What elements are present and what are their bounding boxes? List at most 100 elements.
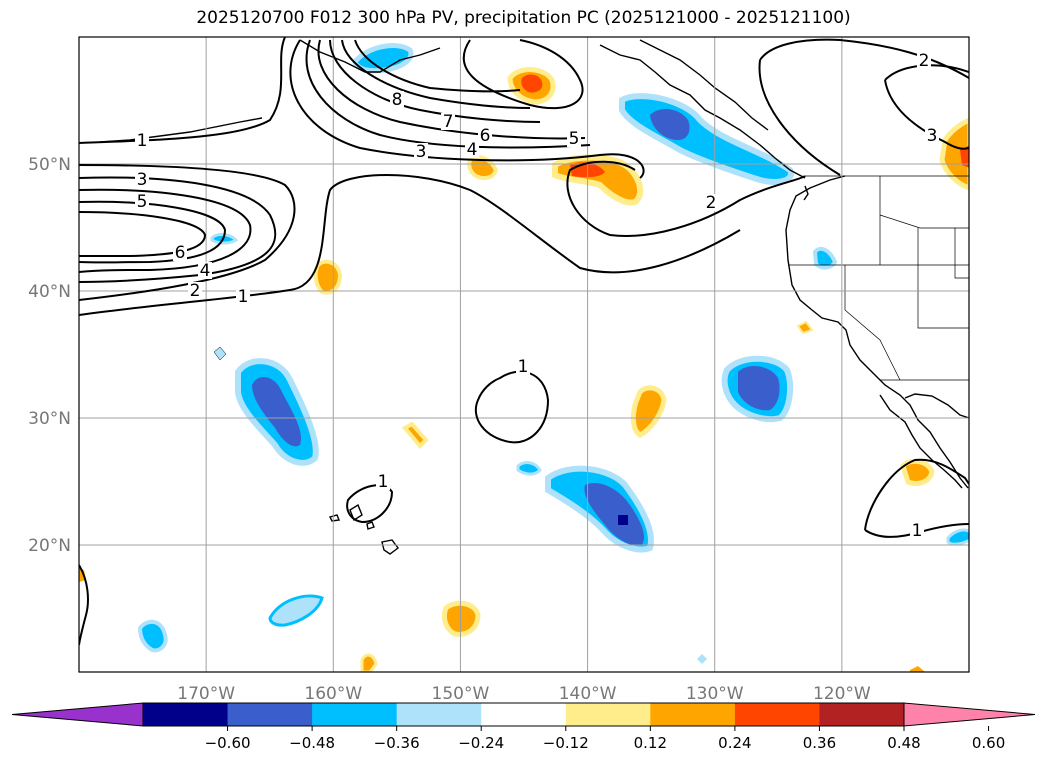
precip-neg-core [738,366,780,411]
precip-pos-region [441,600,481,637]
contour-label: 6 [480,126,491,146]
contour-label-bg [910,522,924,539]
contour-label-bg [414,143,428,160]
lat-tick-labels: 20°N 30°N 40°N 50°N [28,155,71,556]
contour-label-bg [188,282,202,299]
contour-label: 1 [238,287,249,307]
colorbar-tick-label: −0.60 [205,734,251,752]
pv-contour-1 [346,484,394,524]
precip-neg-region [516,461,542,476]
contour-label: 3 [927,126,938,146]
contour-label-bg [135,132,149,149]
pv-contour-3 [79,176,277,283]
contour-label: 5 [569,129,580,149]
contour-label: 1 [912,521,923,541]
lon-tick-label: 170°W [177,684,235,704]
lat-tick-label: 40°N [28,282,71,302]
pv-contour-1 [864,458,969,531]
pv-contour-3 [289,39,645,179]
lat-tick-label: 30°N [28,409,71,429]
pv-contour-2 [758,59,841,176]
pv-contour-8 [354,39,521,93]
colorbar-tick-label: −0.12 [543,734,589,752]
precip-pos-region [401,421,429,449]
precip-neg-region [137,619,168,653]
precip-neg-region [946,528,969,546]
colorbar-segment [396,703,482,726]
colorbar-extend-high [903,702,1036,727]
pv-contours [79,37,969,646]
contour-labels: 1 1 1 1 1 2 2 2 3 3 3 4 4 5 5 6 6 7 8 [135,51,939,541]
precip-pos-region [313,259,343,295]
contour-label: 2 [706,193,717,213]
precip-neg-core [650,108,690,140]
precip-pos-region [467,155,499,180]
contour-label: 6 [175,243,186,263]
map-frame [78,36,970,673]
precip-shading [79,43,969,672]
contour-label: 5 [137,192,148,212]
colorbar-segment [650,703,736,726]
colorbar-outline [142,702,905,727]
contour-label: 8 [392,90,403,110]
precip-pos-region [360,653,378,672]
colorbar-tick-label: 0.48 [887,734,920,752]
precip-neg-region [352,43,414,74]
precip-neg-region [268,594,324,627]
colorbar-segment [819,703,905,726]
contour-label-bg [198,262,212,279]
map-background [79,37,969,672]
precip-pos-region [910,666,925,672]
colorbar-segment [565,703,651,726]
contour-label-bg [390,91,404,108]
pv-contour-2 [566,160,806,237]
colorbar-tick-label: 0.60 [972,734,1005,752]
contour-label-bg [376,473,390,490]
pv-contour-7 [341,39,531,109]
pv-contour-4 [79,188,252,273]
colorbar-segment [143,703,229,726]
lon-tick-label: 130°W [686,684,744,704]
colorbar-tick-label: −0.24 [458,734,504,752]
lat-tick-label: 20°N [28,536,71,556]
contour-label-bg [441,113,455,130]
contour-label-bg [173,244,187,261]
precip-neg-core [252,376,301,447]
precip-neg-core [584,482,645,546]
colorbar-tick-label: 0.12 [634,734,667,752]
pv-contour-5 [79,200,227,264]
contour-label-bg [236,288,250,305]
colorbar-tick-label: −0.36 [374,734,420,752]
lon-tick-label: 140°W [559,684,617,704]
pv-contour-2 [79,164,296,301]
pv-contour-2 [759,38,969,79]
precip-pos-region [939,117,969,191]
colorbar-segment [312,703,398,726]
colorbar-tick-label: −0.48 [289,734,335,752]
map-title: 2025120700 F012 300 hPa PV, precipitatio… [196,8,851,28]
state-borders [788,175,969,381]
contour-label: 2 [190,281,201,301]
lon-tick-label: 150°W [432,684,490,704]
coastlines [99,39,969,555]
pv-contour-6 [79,211,207,257]
lon-tick-labels: 170°W 160°W 150°W 140°W 130°W 120°W [177,684,871,704]
lat-tick-label: 50°N [28,155,71,175]
lon-tick-label: 160°W [304,684,362,704]
contour-label-bg [465,141,479,158]
contour-label-bg [135,171,149,188]
contour-label: 2 [919,51,930,71]
precip-neg-region [812,246,838,270]
contour-label: 3 [416,142,427,162]
contour-label-bg [925,127,939,144]
colorbar-segment [227,703,313,726]
colorbar: −0.60 −0.48 −0.36 −0.24 −0.12 0.12 0.24 0.36 0.4… [11,702,1036,752]
contour-label: 1 [137,131,148,151]
contour-label: 4 [467,140,478,160]
contour-label: 1 [378,472,389,492]
precip-pos-core [521,74,543,93]
precip-pos-core [960,145,969,168]
contour-label-bg [516,358,530,375]
contour-label-bg [704,194,718,211]
